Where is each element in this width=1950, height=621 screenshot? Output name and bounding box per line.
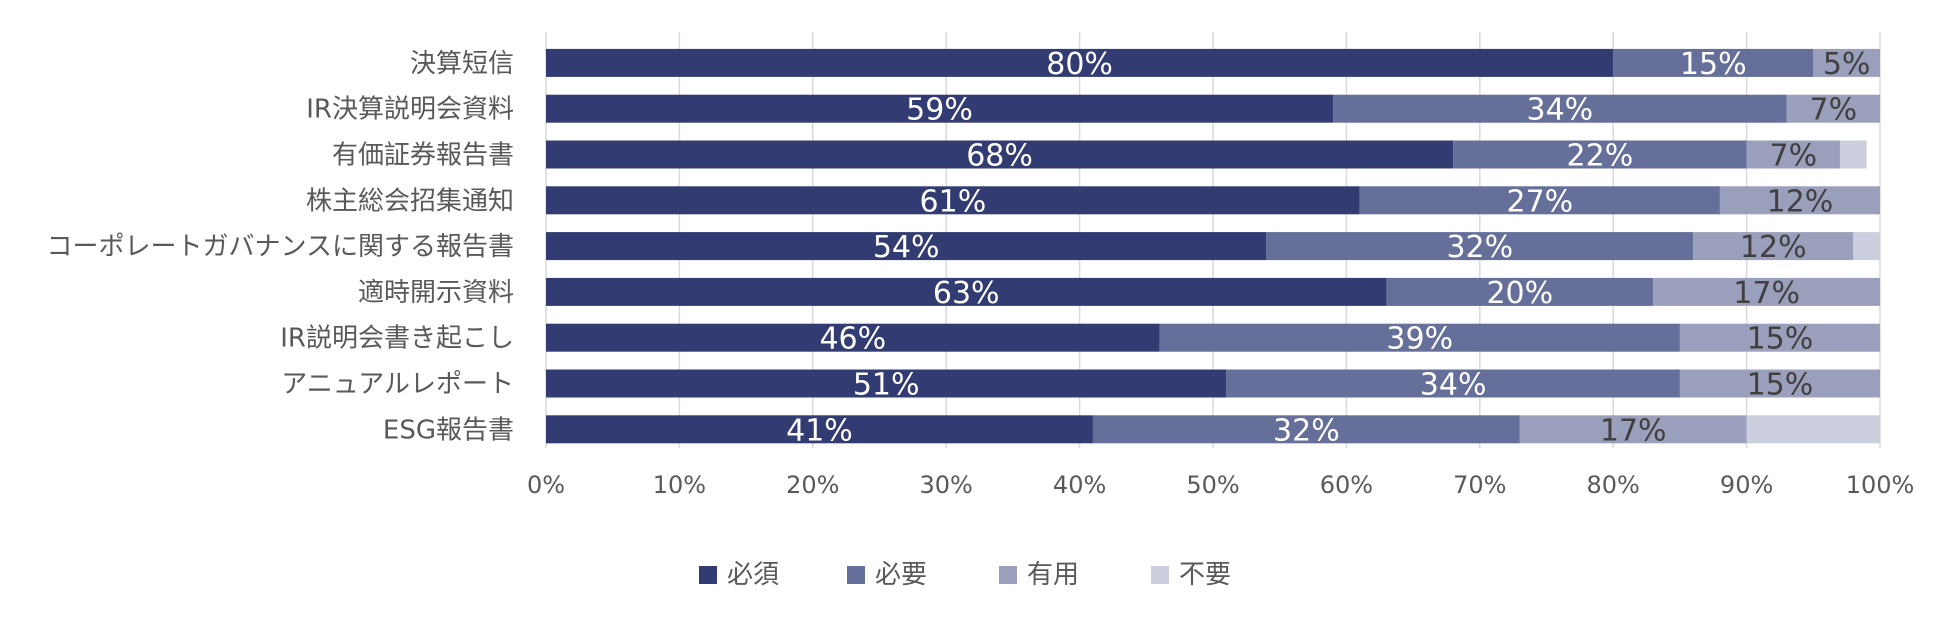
- category-label: 決算短信: [410, 49, 514, 79]
- data-label: 15%: [1747, 322, 1814, 357]
- data-label: 68%: [966, 139, 1033, 174]
- legend-label: 必要: [875, 560, 927, 590]
- bar-segment: [546, 232, 1267, 261]
- bar-segment: [546, 369, 1227, 398]
- data-label: 51%: [853, 368, 920, 403]
- bar-segment: [546, 140, 1454, 169]
- x-tick-label: 10%: [653, 471, 706, 499]
- x-tick-label: 40%: [1053, 471, 1106, 499]
- bar-segment: [1839, 140, 1867, 169]
- bar-segment: [1746, 140, 1840, 169]
- data-label: 32%: [1273, 413, 1340, 448]
- legend-label: 必須: [727, 560, 779, 590]
- data-label: 5%: [1823, 47, 1871, 82]
- category-labels: 決算短信 IR決算説明会資料有価証券報告書株主総会招集通知コーポレートガバナンスに…: [47, 49, 514, 445]
- bar-segment: [1719, 186, 1880, 215]
- legend-swatch: [847, 566, 865, 584]
- data-label: 61%: [920, 184, 987, 219]
- data-label: 32%: [1446, 230, 1513, 265]
- bar-segment: [1813, 48, 1880, 77]
- x-tick-label: 80%: [1587, 471, 1640, 499]
- data-label: 46%: [819, 322, 886, 357]
- data-label: 34%: [1526, 93, 1593, 128]
- category-label: 適時開示資料: [358, 278, 514, 308]
- data-label: 7%: [1769, 139, 1817, 174]
- category-label: 有価証券報告書: [332, 141, 514, 171]
- data-label: 15%: [1747, 368, 1814, 403]
- data-labels: 80% 15% 5% 59% 34% 7% 68% 22% 7% 61% 27% 12% 54% 32% 1…: [786, 47, 1870, 448]
- x-tick-label: 50%: [1186, 471, 1239, 499]
- data-label: 59%: [906, 93, 973, 128]
- bar-segment: [1386, 277, 1654, 306]
- bar-segment: [1092, 415, 1520, 444]
- data-label: 15%: [1680, 47, 1747, 82]
- legend-swatch: [699, 566, 717, 584]
- data-label: 17%: [1600, 413, 1667, 448]
- bars: [546, 48, 1880, 444]
- category-label: IR説明会書き起こし: [280, 324, 514, 354]
- bar-segment: [1519, 415, 1747, 444]
- data-label: 20%: [1486, 276, 1553, 311]
- bar-segment: [1746, 415, 1880, 444]
- data-label: 39%: [1386, 322, 1453, 357]
- category-label: ESG報告書: [383, 415, 514, 445]
- bar-segment: [546, 323, 1160, 352]
- x-tick-label: 20%: [786, 471, 839, 499]
- x-tick-label: 100%: [1846, 471, 1915, 499]
- x-tick-label: 70%: [1453, 471, 1506, 499]
- data-label: 22%: [1567, 139, 1634, 174]
- bar-segment: [546, 94, 1334, 123]
- bar-segment: [1266, 232, 1694, 261]
- category-label: 株主総会招集通知: [306, 186, 514, 216]
- data-label: 12%: [1767, 184, 1834, 219]
- x-tick-label: 30%: [920, 471, 973, 499]
- x-tick-label: 60%: [1320, 471, 1373, 499]
- bar-segment: [1333, 94, 1787, 123]
- bar-segment: [1359, 186, 1720, 215]
- bar-segment: [1786, 94, 1880, 123]
- data-label: 7%: [1810, 93, 1858, 128]
- data-label: 27%: [1506, 184, 1573, 219]
- data-label: 54%: [873, 230, 940, 265]
- x-tick-label: 90%: [1720, 471, 1773, 499]
- legend: 必須 必要 有用 不要: [699, 560, 1231, 590]
- data-label: 63%: [933, 276, 1000, 311]
- bar-segment: [546, 48, 1614, 77]
- x-axis-tick-labels: 0% 10% 20% 30% 40% 50% 60% 70% 80% 90% 100%: [527, 471, 1914, 499]
- data-label: 41%: [786, 413, 853, 448]
- bar-segment: [1679, 323, 1880, 352]
- bar-segment: [1453, 140, 1747, 169]
- legend-swatch: [1151, 566, 1169, 584]
- bar-segment: [1679, 369, 1880, 398]
- category-label: コーポレートガバナンスに関する報告書: [47, 232, 514, 262]
- bar-segment: [1653, 277, 1880, 306]
- legend-label: 不要: [1179, 560, 1231, 590]
- x-tick-label: 0%: [527, 471, 565, 499]
- bar-segment: [546, 277, 1387, 306]
- bar-segment: [1853, 232, 1880, 261]
- bar-segment: [546, 415, 1093, 444]
- bar-segment: [1613, 48, 1814, 77]
- legend-swatch: [999, 566, 1017, 584]
- bar-segment: [546, 186, 1360, 215]
- category-label: IR決算説明会資料: [306, 95, 514, 125]
- data-label: 80%: [1046, 47, 1113, 82]
- data-label: 34%: [1420, 368, 1487, 403]
- data-label: 17%: [1733, 276, 1800, 311]
- legend-label: 有用: [1027, 560, 1079, 590]
- bar-segment: [1159, 323, 1680, 352]
- bar-segment: [1226, 369, 1680, 398]
- bar-segment: [1693, 232, 1854, 261]
- category-label: アニュアルレポート: [281, 370, 514, 400]
- data-label: 12%: [1740, 230, 1807, 265]
